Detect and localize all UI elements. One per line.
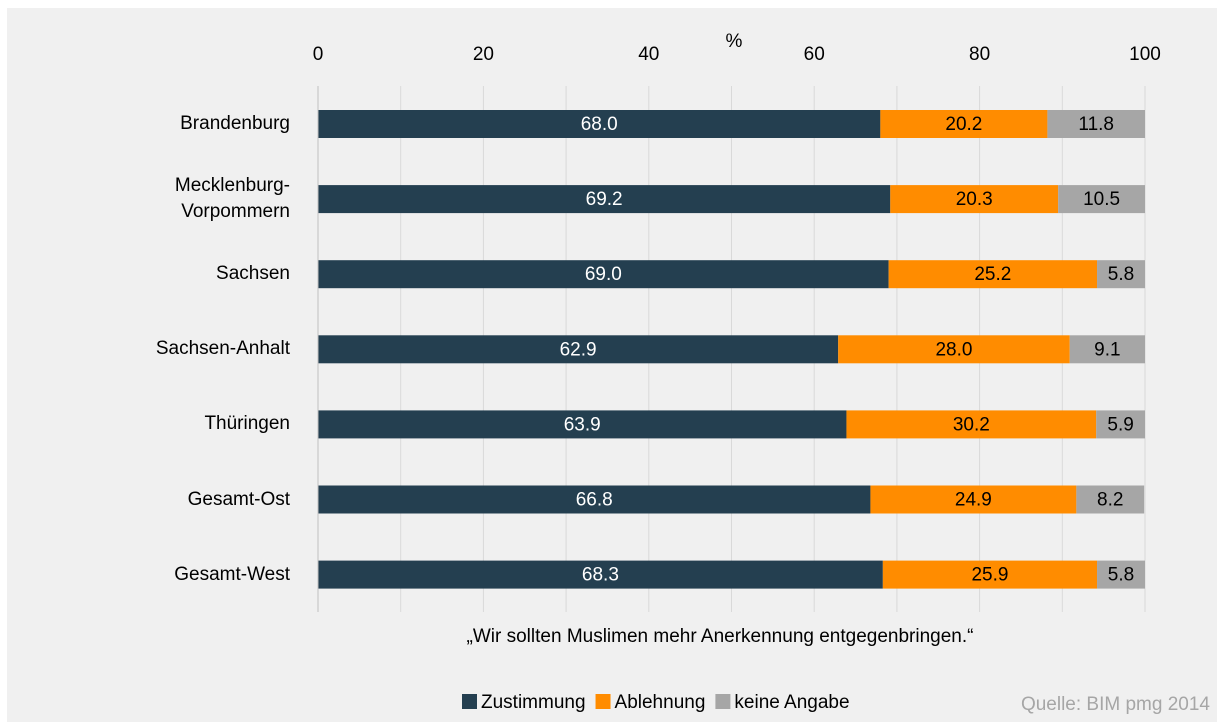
bar-segment [318,560,883,589]
category-label: Brandenburg [180,113,290,134]
bar-segment [1076,485,1145,514]
bar-segment [1097,560,1145,589]
x-tick-label: 20 [473,44,494,65]
legend-label: Ablehnung [615,692,706,713]
bar-segment [318,485,871,514]
category-label: Gesamt-West [174,563,290,585]
bar-segment [318,335,839,364]
data-label: 25.2 [974,264,1011,285]
bar-segment [890,185,1059,214]
data-label: 20.3 [956,189,993,210]
data-label: 20.2 [945,114,982,135]
bar-segment [1069,335,1145,364]
bar-segment [318,410,847,439]
bar-segment [1096,410,1145,439]
data-label: 25.9 [971,565,1008,586]
legend-label: Zustimmung [481,692,586,713]
data-label: 28.0 [935,339,972,360]
x-axis-label: % [726,31,743,52]
data-label: 66.8 [576,490,613,511]
data-label: 30.2 [953,414,990,435]
x-tick-label: 100 [1129,44,1161,65]
bar-segment [318,185,891,214]
data-label: 11.8 [1078,114,1114,135]
bar-segment [882,560,1098,589]
bar-segment [318,110,881,138]
data-label: 69.2 [586,189,623,210]
category-label: Mecklenburg- Vorpommern [174,175,290,223]
data-label: 62.9 [560,339,597,360]
bar-segment [846,410,1097,439]
source: Quelle: BIM pmg 2014 [1021,694,1210,715]
category-label: Sachsen [216,263,290,285]
data-label: 5.9 [1107,414,1133,435]
bar-segment [870,485,1077,514]
data-label: 5.8 [1108,565,1134,586]
data-label: 8.2 [1097,490,1123,511]
note: „Wir sollten Muslimen mehr Anerkennung e… [467,626,974,647]
x-tick-label: 40 [638,44,659,65]
legend-swatch [462,694,477,709]
bar-segment [888,260,1098,289]
data-label: 68.3 [582,565,619,586]
category-label: Sachsen-Anhalt [155,338,290,360]
legend-label: keine Angabe [734,692,849,713]
bar-segment [1047,110,1145,138]
bar-segment [318,260,889,289]
bar-segment [880,110,1048,138]
bar-segment [1058,185,1145,214]
bar-segment [838,335,1070,364]
legend-swatch [715,694,731,709]
data-label: 24.9 [955,490,992,511]
data-label: 5.8 [1108,264,1134,285]
bar-segment [1097,260,1145,289]
legend-swatch [595,694,611,709]
category-label: Gesamt-Ost [187,488,290,510]
data-label: 69.0 [585,264,622,285]
x-tick-label: 0 [313,44,324,65]
category-label: Thüringen [204,413,290,435]
x-tick-label: 60 [804,44,825,65]
data-label: 68.0 [581,114,618,135]
data-label: 10.5 [1083,189,1120,210]
data-label: 9.1 [1094,339,1120,360]
x-tick-label: 80 [969,44,990,65]
data-label: 63.9 [564,414,601,435]
